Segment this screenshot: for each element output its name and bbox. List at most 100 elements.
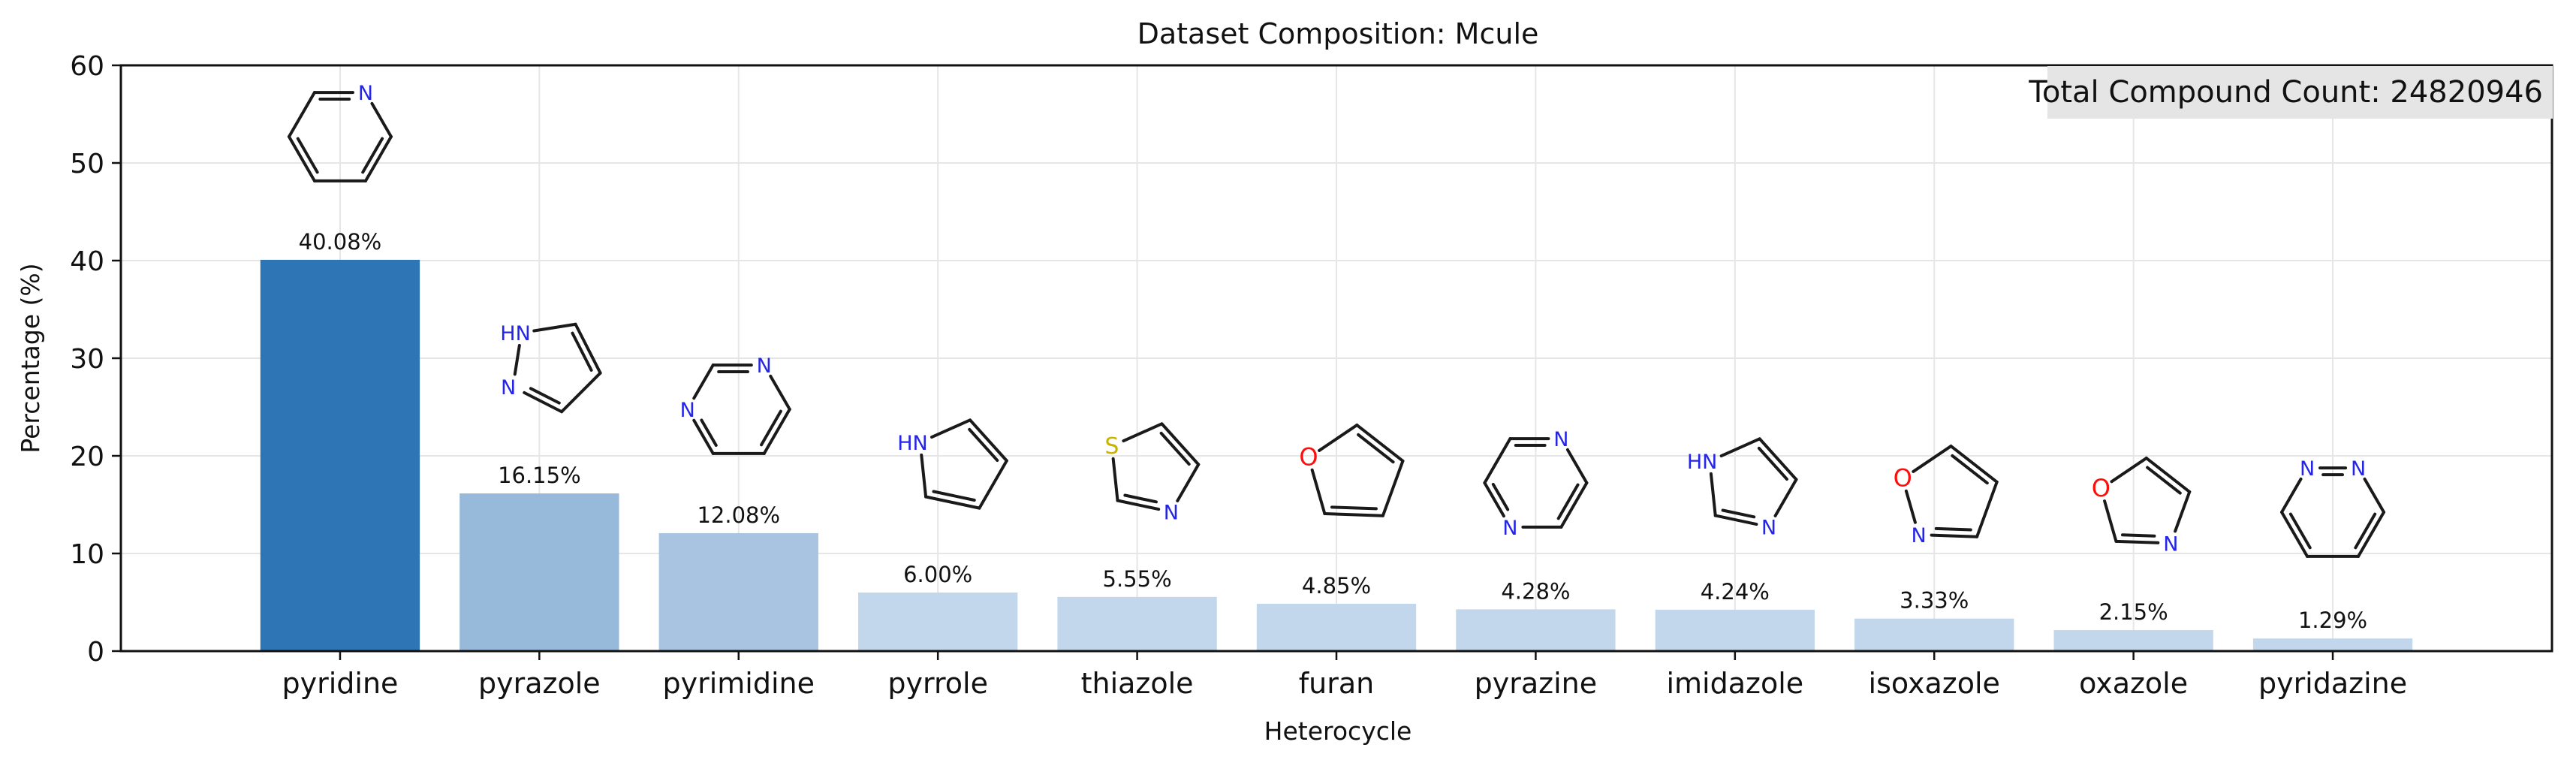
structure-pyrazole: HN N xyxy=(500,322,602,414)
bond xyxy=(2103,499,2118,543)
category-label: isoxazole xyxy=(1869,667,2000,700)
plot-frame xyxy=(119,64,2553,653)
bond xyxy=(762,408,791,455)
double-bond xyxy=(529,387,561,405)
category-label: pyrazine xyxy=(1475,667,1598,700)
bars xyxy=(260,259,2413,652)
value-label: 2.15% xyxy=(2099,599,2168,625)
structure-thiazole: SN xyxy=(1104,422,1201,525)
atom-label: N xyxy=(358,82,373,105)
bond xyxy=(1160,422,1201,466)
bar-imidazole xyxy=(1655,609,1815,651)
atom-label: N xyxy=(501,376,516,400)
bond xyxy=(2144,457,2192,493)
double-bond xyxy=(1357,433,1395,464)
double-bond xyxy=(571,331,593,372)
y-tick-label: 10 xyxy=(70,539,104,570)
category-label: thiazole xyxy=(1081,667,1194,700)
bar-thiazole xyxy=(1057,596,1217,651)
y-tick-label: 0 xyxy=(87,637,104,668)
y-tick-label: 40 xyxy=(70,246,104,277)
structure-pyrrole: HN xyxy=(897,418,1008,510)
bond xyxy=(287,135,316,182)
bond xyxy=(2280,477,2303,514)
category-label: pyrazole xyxy=(478,667,601,700)
axes xyxy=(112,64,2553,660)
atom-label: HN xyxy=(897,432,928,455)
atom-label: N xyxy=(2351,457,2366,481)
value-label: 3.33% xyxy=(1900,588,1969,614)
atom-label: O xyxy=(1299,442,1318,471)
double-bond xyxy=(361,137,384,174)
value-label: 12.08% xyxy=(697,502,780,528)
double-bond xyxy=(296,137,319,174)
atom-label: O xyxy=(1894,463,1912,492)
double-bond xyxy=(700,418,718,448)
y-tick-label: 60 xyxy=(70,51,104,82)
double-bond xyxy=(1951,454,1989,485)
bond xyxy=(920,453,928,499)
bond xyxy=(1355,424,1405,463)
atom-label: N xyxy=(1502,517,1517,540)
value-labels: 40.08% 16.15% 12.08% 6.00% 5.55% 4.85% 4.28% 4.… xyxy=(299,229,2367,633)
atom-label: N xyxy=(757,354,772,378)
category-label: pyridazine xyxy=(2258,667,2407,700)
structure-furan: O xyxy=(1299,424,1405,517)
double-bond xyxy=(1159,431,1191,466)
bond xyxy=(287,91,316,138)
bond xyxy=(969,418,1008,463)
y-axis-title: Percentage (%) xyxy=(16,263,45,453)
bond xyxy=(574,322,602,375)
category-label: furan xyxy=(1299,667,1374,700)
bar-pyridine xyxy=(260,259,420,652)
y-tick-label: 50 xyxy=(70,149,104,179)
bond xyxy=(930,418,972,439)
atom-label: HN xyxy=(1687,451,1718,474)
structure-pyrazine: NN xyxy=(1483,428,1589,540)
category-label: pyridine xyxy=(282,667,398,700)
y-tick-labels: 0 10 20 30 40 50 60 xyxy=(70,51,104,668)
value-label: 16.15% xyxy=(498,463,581,488)
double-bond xyxy=(1491,482,1510,511)
badge-text: Total Compound Count: 24820946 xyxy=(2028,75,2543,110)
y-tick-label: 20 xyxy=(70,442,104,472)
y-tick-label: 30 xyxy=(70,344,104,375)
structure-pyridine: N xyxy=(287,82,393,182)
bond xyxy=(363,135,393,182)
double-bond xyxy=(1721,508,1756,519)
bond xyxy=(1709,472,1717,517)
total-count-badge: Total Compound Count: 24820946 xyxy=(2028,66,2553,119)
bond xyxy=(1912,445,1953,473)
value-label: 1.29% xyxy=(2298,608,2367,633)
double-bond xyxy=(1330,505,1378,511)
bond xyxy=(769,374,791,411)
badge-background xyxy=(2047,66,2553,119)
bond xyxy=(1565,448,1589,484)
bond xyxy=(1904,489,1917,524)
double-bond xyxy=(968,427,999,463)
bond xyxy=(1318,424,1359,452)
atom-label: HN xyxy=(500,322,531,345)
bond xyxy=(1381,459,1405,517)
atom-label: N xyxy=(2163,532,2178,556)
double-bond xyxy=(2354,512,2377,550)
bond xyxy=(978,459,1008,510)
bond xyxy=(1176,463,1201,502)
x-axis-title: Heterocycle xyxy=(1264,716,1412,746)
category-labels: pyridine pyrazole pyrimidine pyrrole thiazol… xyxy=(282,667,2407,700)
atom-label: N xyxy=(1553,428,1568,451)
bond xyxy=(560,371,602,414)
bond xyxy=(2363,477,2386,514)
atom-label: N xyxy=(2300,457,2315,481)
structure-imidazole: HN N xyxy=(1687,437,1798,540)
bar-pyrazole xyxy=(459,493,619,651)
atom-label: O xyxy=(2092,474,2111,502)
bond xyxy=(1773,478,1798,517)
bond xyxy=(1310,468,1327,516)
bond xyxy=(924,495,981,510)
bond xyxy=(1758,437,1798,481)
bond xyxy=(1713,514,1758,526)
atom-label: N xyxy=(1911,524,1926,547)
